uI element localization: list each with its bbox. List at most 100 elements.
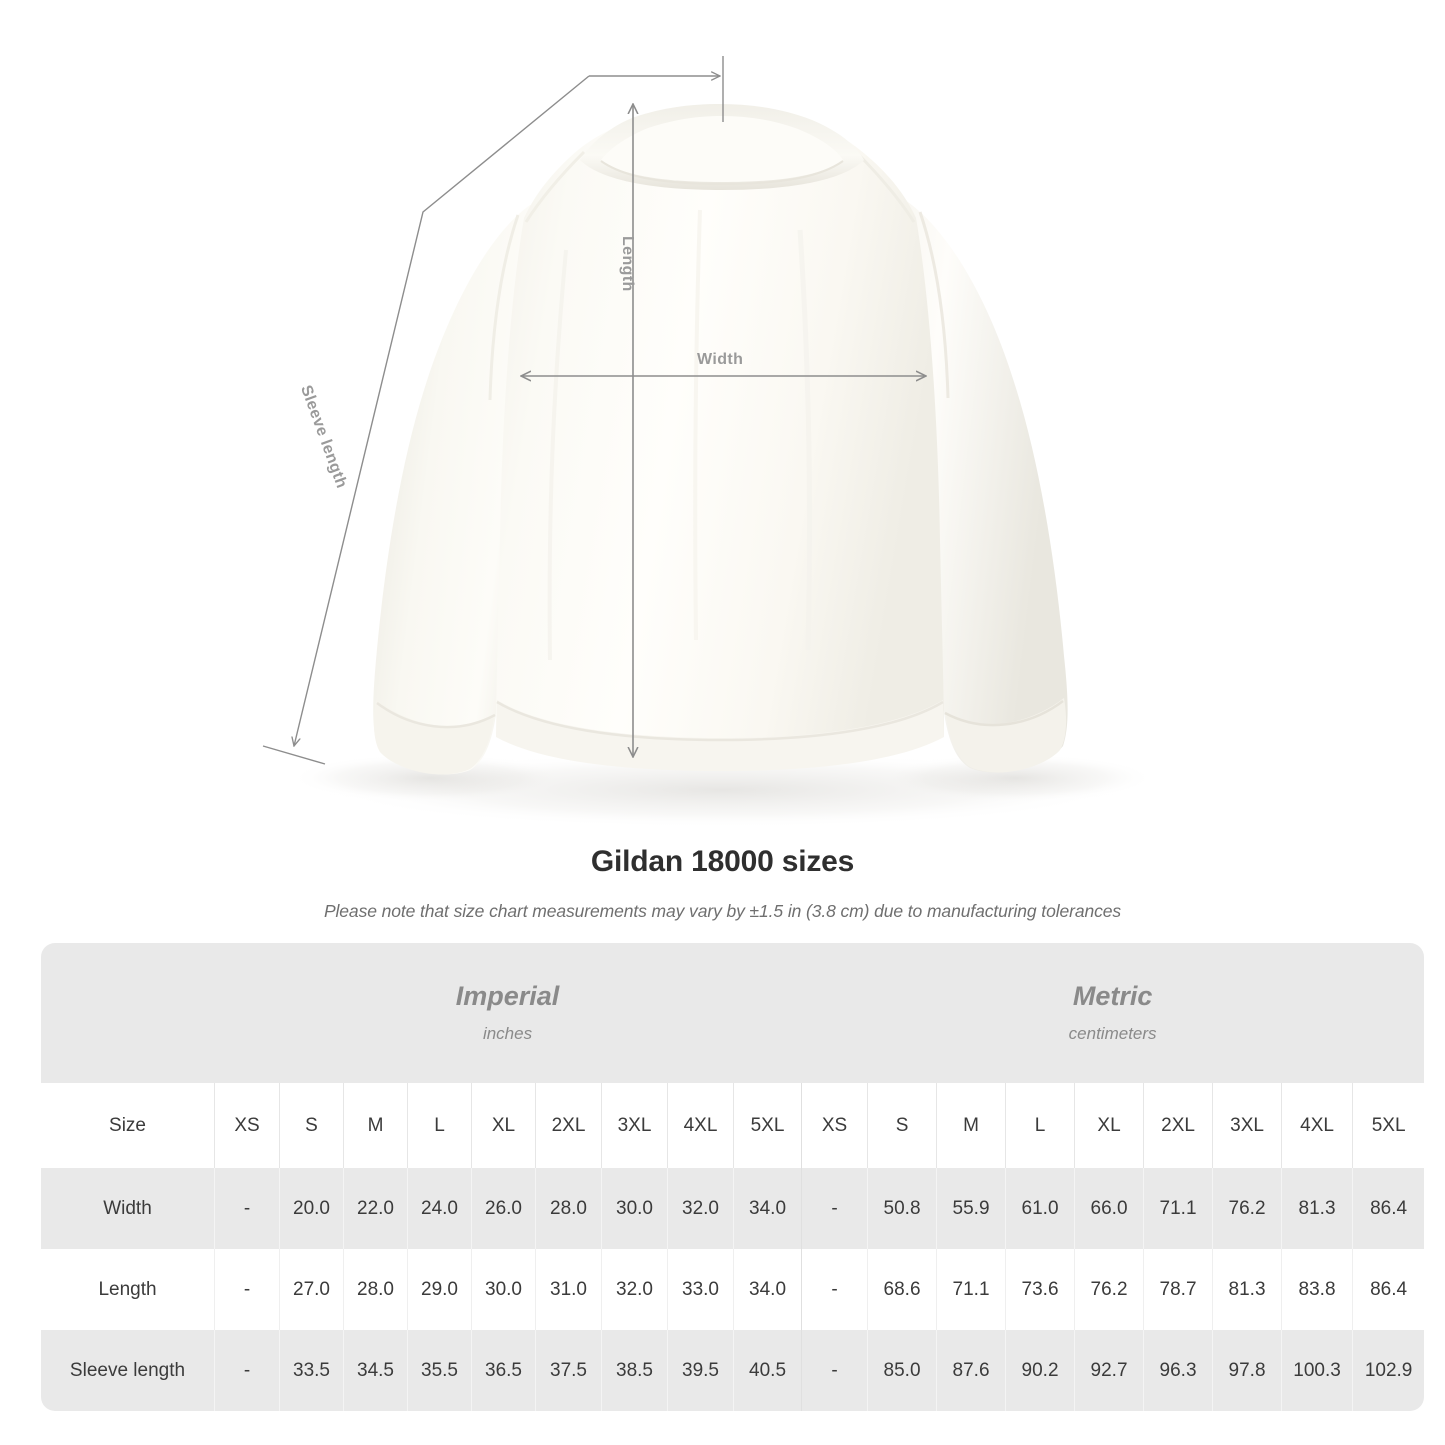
size-chart-table: Imperial inches Metric centimeters Size … — [41, 943, 1425, 1411]
cell-width-imperial-5xl: 34.0 — [733, 1168, 802, 1249]
header-metric-4xl: 4XL — [1281, 1083, 1353, 1168]
cell-sleeve-imperial-m: 34.5 — [343, 1330, 407, 1411]
sleeve-measure-endtick — [262, 745, 326, 765]
table-row: Length - 27.0 28.0 29.0 30.0 31.0 32.0 3… — [41, 1249, 1425, 1330]
table-row: Width - 20.0 22.0 24.0 26.0 28.0 30.0 32… — [41, 1168, 1425, 1249]
cell-length-metric-xl: 76.2 — [1074, 1249, 1144, 1330]
unit-imperial-name: Imperial — [455, 981, 560, 1012]
fold-3 — [547, 249, 568, 661]
measurement-overlay — [262, 56, 1445, 765]
cell-sleeve-imperial-l: 35.5 — [407, 1330, 471, 1411]
cell-sleeve-metric-2xl: 96.3 — [1143, 1330, 1213, 1411]
garment-illustration: Length Width Sleeve length — [262, 56, 1445, 828]
tolerance-note: Please note that size chart measurements… — [323, 901, 1122, 921]
left-cuff-seam — [376, 702, 496, 729]
cell-sleeve-imperial-2xl: 37.5 — [535, 1330, 601, 1411]
size-chart-container: Imperial inches Metric centimeters Size … — [41, 943, 1425, 1411]
cell-length-imperial-3xl: 32.0 — [601, 1249, 667, 1330]
header-metric-xl: XL — [1074, 1083, 1144, 1168]
unit-banner-spacer — [41, 943, 214, 1083]
header-metric-s: S — [867, 1083, 937, 1168]
cell-width-imperial-xs: - — [214, 1168, 279, 1249]
cell-length-imperial-2xl: 31.0 — [535, 1249, 601, 1330]
cell-width-imperial-l: 24.0 — [407, 1168, 471, 1249]
right-cuff-seam — [944, 700, 1064, 727]
cell-sleeve-metric-l: 90.2 — [1005, 1330, 1075, 1411]
cell-length-metric-4xl: 83.8 — [1281, 1249, 1353, 1330]
header-metric-m: M — [936, 1083, 1006, 1168]
header-size-label: Size — [41, 1083, 214, 1168]
cell-sleeve-imperial-xs: - — [214, 1330, 279, 1411]
garment-shadow-right — [875, 754, 1155, 802]
cell-width-metric-xl: 66.0 — [1074, 1168, 1144, 1249]
unit-metric-name: Metric — [1072, 981, 1153, 1012]
cell-sleeve-imperial-s: 33.5 — [279, 1330, 343, 1411]
cell-sleeve-metric-3xl: 97.8 — [1212, 1330, 1282, 1411]
header-imperial-xs: XS — [214, 1083, 279, 1168]
cell-width-imperial-s: 20.0 — [279, 1168, 343, 1249]
unit-banner-row: Imperial inches Metric centimeters — [41, 943, 1425, 1083]
table-row: Sleeve length - 33.5 34.5 35.5 36.5 37.5… — [41, 1330, 1425, 1411]
header-metric-l: L — [1005, 1083, 1075, 1168]
cell-width-metric-xs: - — [801, 1168, 868, 1249]
collar-seam — [600, 160, 844, 186]
header-metric-3xl: 3XL — [1212, 1083, 1282, 1168]
cell-sleeve-metric-4xl: 100.3 — [1281, 1330, 1353, 1411]
cell-length-imperial-xs: - — [214, 1249, 279, 1330]
title-block: Gildan 18000 sizes Please note that size… — [0, 845, 1445, 922]
unit-metric-cell: Metric centimeters — [801, 943, 1425, 1083]
fold-1 — [693, 209, 702, 641]
fold-2 — [797, 229, 813, 651]
width-label: Width — [697, 351, 744, 368]
cell-width-metric-4xl: 81.3 — [1281, 1168, 1353, 1249]
header-imperial-5xl: 5XL — [733, 1083, 802, 1168]
cell-width-metric-2xl: 71.1 — [1143, 1168, 1213, 1249]
cell-sleeve-metric-m: 87.6 — [936, 1330, 1006, 1411]
cell-length-metric-2xl: 78.7 — [1143, 1249, 1213, 1330]
cell-width-metric-5xl: 86.4 — [1352, 1168, 1425, 1249]
cell-width-metric-l: 61.0 — [1005, 1168, 1075, 1249]
waistband-seam — [496, 700, 944, 742]
row-label-sleeve-length: Sleeve length — [41, 1330, 214, 1411]
header-imperial-m: M — [343, 1083, 407, 1168]
cell-sleeve-metric-s: 85.0 — [867, 1330, 937, 1411]
cell-sleeve-imperial-3xl: 38.5 — [601, 1330, 667, 1411]
unit-imperial-cell: Imperial inches — [214, 943, 802, 1083]
cell-sleeve-metric-5xl: 102.9 — [1352, 1330, 1425, 1411]
cell-sleeve-metric-xl: 92.7 — [1074, 1330, 1144, 1411]
cell-length-imperial-s: 27.0 — [279, 1249, 343, 1330]
header-metric-2xl: 2XL — [1143, 1083, 1213, 1168]
cell-length-metric-3xl: 81.3 — [1212, 1249, 1282, 1330]
sweatshirt-photo — [290, 104, 1155, 828]
cell-length-imperial-m: 28.0 — [343, 1249, 407, 1330]
row-label-length: Length — [41, 1249, 214, 1330]
cell-length-imperial-5xl: 34.0 — [733, 1249, 802, 1330]
garment-shadow-left — [290, 754, 570, 802]
cell-sleeve-imperial-5xl: 40.5 — [733, 1330, 802, 1411]
cell-length-metric-m: 71.1 — [936, 1249, 1006, 1330]
cell-length-imperial-l: 29.0 — [407, 1249, 471, 1330]
sleeve-measure-line — [294, 75, 590, 746]
unit-metric-sub: centimeters — [1068, 1023, 1157, 1043]
cell-sleeve-metric-xs: - — [801, 1330, 868, 1411]
cell-sleeve-imperial-xl: 36.5 — [471, 1330, 535, 1411]
header-metric-5xl: 5XL — [1352, 1083, 1425, 1168]
page-title: Gildan 18000 sizes — [590, 845, 855, 878]
cell-length-metric-s: 68.6 — [867, 1249, 937, 1330]
header-imperial-2xl: 2XL — [535, 1083, 601, 1168]
header-imperial-4xl: 4XL — [667, 1083, 733, 1168]
length-label: Length — [619, 236, 636, 292]
cell-width-metric-3xl: 76.2 — [1212, 1168, 1282, 1249]
cell-length-metric-l: 73.6 — [1005, 1249, 1075, 1330]
waistband — [496, 700, 944, 771]
header-imperial-xl: XL — [471, 1083, 535, 1168]
cell-length-metric-5xl: 86.4 — [1352, 1249, 1425, 1330]
body — [496, 112, 944, 770]
left-sleeve-seam — [488, 214, 520, 401]
header-imperial-s: S — [279, 1083, 343, 1168]
cell-length-imperial-xl: 30.0 — [471, 1249, 535, 1330]
cell-width-imperial-2xl: 28.0 — [535, 1168, 601, 1249]
cell-width-imperial-3xl: 30.0 — [601, 1168, 667, 1249]
header-metric-xs: XS — [801, 1083, 868, 1168]
cell-length-metric-xs: - — [801, 1249, 868, 1330]
